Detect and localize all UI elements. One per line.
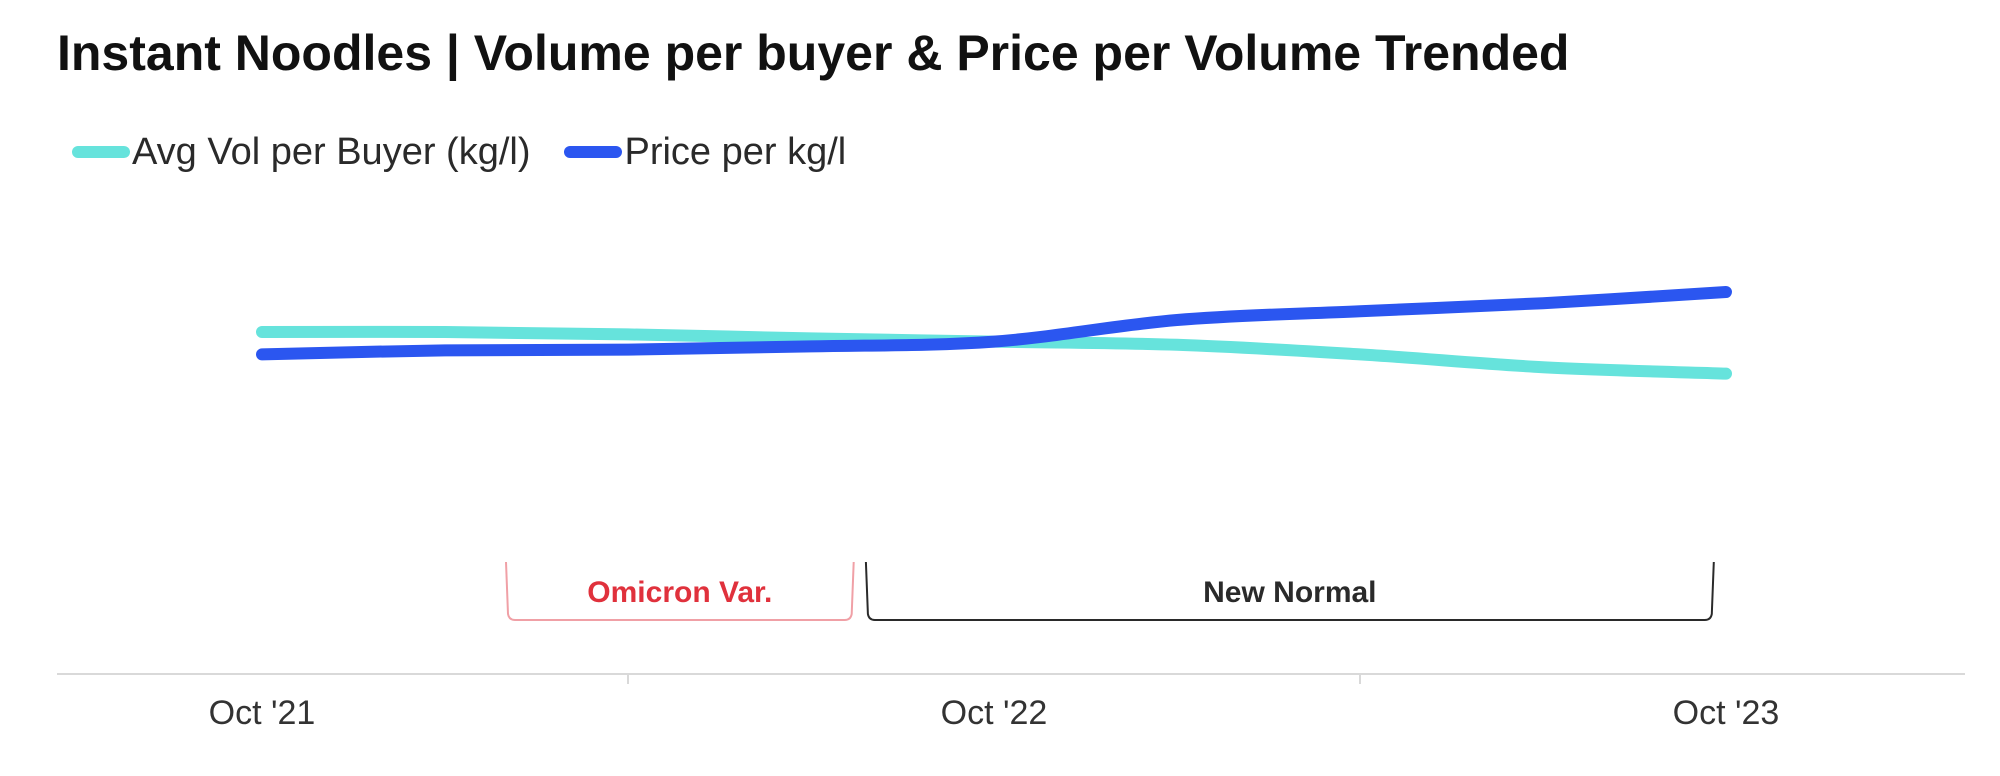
annotation-bracket-1: [864, 561, 1715, 621]
annotation-label-0: Omicron Var.: [587, 576, 772, 609]
annotation-label-1: New Normal: [1203, 576, 1376, 609]
legend-swatch-avg-vol: [72, 146, 130, 158]
legend-label-price: Price per kg/l: [624, 130, 847, 173]
x-tick-label: Oct '22: [941, 694, 1048, 732]
chart-title: Instant Noodles | Volume per buyer & Pri…: [57, 25, 1570, 81]
x-tick-label: Oct '23: [1673, 694, 1780, 732]
legend-item-price: Price per kg/l: [564, 131, 846, 174]
annotation-bracket-0: [505, 561, 855, 621]
chart-legend: Avg Vol per Buyer (kg/l) Price per kg/l: [72, 122, 880, 182]
legend-label-avg-vol: Avg Vol per Buyer (kg/l): [132, 130, 531, 173]
legend-swatch-price: [564, 146, 623, 158]
legend-item-avg-vol: Avg Vol per Buyer (kg/l): [72, 131, 530, 174]
series-line-1: [256, 286, 1732, 361]
x-tick-label: Oct '21: [209, 694, 316, 732]
